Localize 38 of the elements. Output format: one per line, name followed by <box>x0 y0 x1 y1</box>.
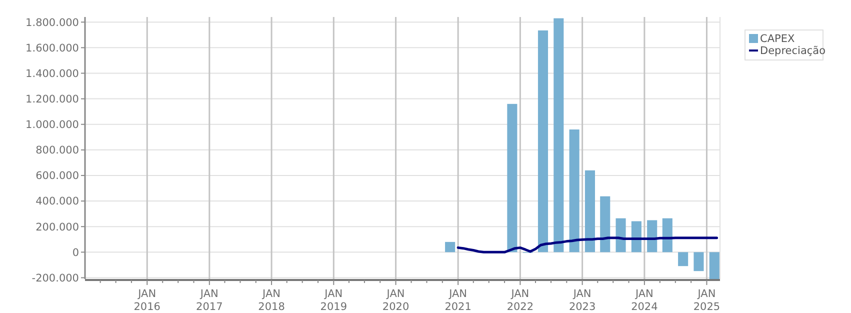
x-tick-label: JAN 2021 <box>444 288 472 313</box>
bar <box>507 104 518 252</box>
bar <box>694 252 704 272</box>
bar <box>662 218 672 252</box>
bar <box>569 129 580 252</box>
y-tick-label: 1.600.000 <box>26 42 79 54</box>
y-tick-label: 0 <box>72 246 79 259</box>
bar <box>554 18 564 252</box>
y-tick-label: -200.000 <box>32 272 79 284</box>
bar <box>709 252 720 279</box>
y-tick-label: 1.000.000 <box>26 119 79 132</box>
bar <box>616 218 626 252</box>
bar <box>647 220 658 252</box>
x-tick-label: JAN 2016 <box>134 288 161 313</box>
y-tick-label: 400.000 <box>36 196 79 208</box>
bar <box>631 221 642 252</box>
x-tick-label: JAN 2019 <box>320 288 348 313</box>
x-tick-label: JAN 2018 <box>258 288 285 313</box>
x-tick-label: JAN 2022 <box>506 288 534 313</box>
y-tick-label: 1.200.000 <box>26 93 79 106</box>
bar <box>584 170 595 252</box>
legend-label: Depreciação <box>760 45 826 58</box>
x-tick-label: JAN 2017 <box>196 288 223 313</box>
x-tick-label: JAN 2024 <box>631 288 658 313</box>
line-series <box>456 236 718 254</box>
y-tick-label: 800.000 <box>36 144 79 157</box>
bar <box>678 252 688 266</box>
y-tick-label: 1.800.000 <box>26 16 79 29</box>
y-tick-label: 1.400.000 <box>26 68 79 80</box>
bar <box>600 196 610 252</box>
x-tick-label: JAN 2020 <box>382 288 410 313</box>
bar <box>445 242 456 252</box>
bar <box>538 30 548 252</box>
y-tick-label: 600.000 <box>36 170 79 182</box>
x-tick-label: JAN 2023 <box>568 288 596 313</box>
legend-label: CAPEX <box>760 33 795 46</box>
x-tick-label: JAN 2025 <box>693 288 720 313</box>
y-tick-label: 200.000 <box>36 221 79 234</box>
